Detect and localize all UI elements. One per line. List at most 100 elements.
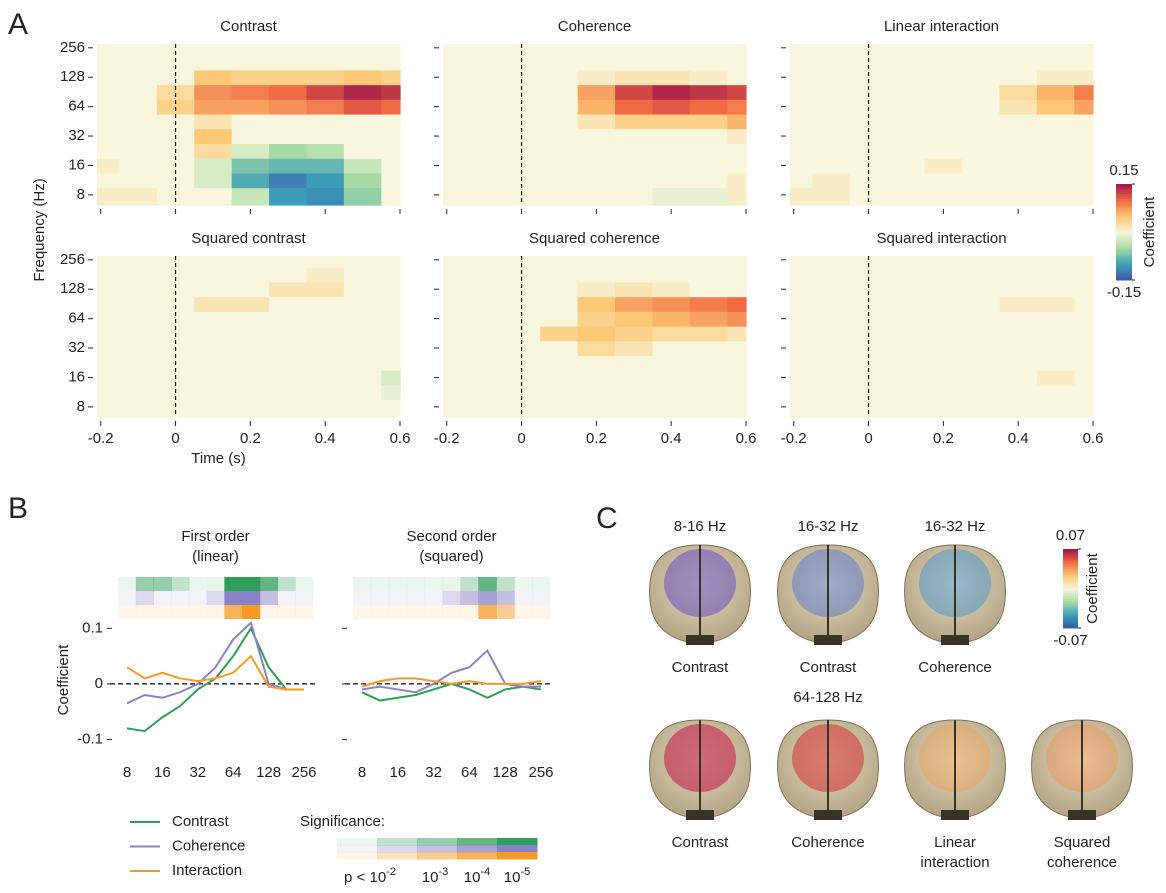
heatmap-cell bbox=[577, 158, 616, 174]
heatmap-cell bbox=[790, 399, 814, 418]
heatmap-cell bbox=[381, 143, 401, 159]
heatmap-cell bbox=[999, 325, 1038, 342]
heatmap-cell bbox=[999, 143, 1038, 159]
heatmap-cell bbox=[727, 44, 747, 56]
heatmap-cell bbox=[465, 69, 504, 86]
heatmap-cell bbox=[790, 84, 814, 100]
colorbar-slice bbox=[1063, 622, 1078, 625]
heatmap-cell bbox=[540, 340, 579, 357]
panel-title: (squared) bbox=[419, 548, 483, 565]
brain-caption: Coherence bbox=[918, 659, 991, 676]
significance-cell bbox=[188, 605, 208, 619]
y-tick-label: 32 bbox=[68, 127, 85, 144]
heatmap-cell bbox=[577, 172, 616, 189]
heatmap-cell bbox=[540, 44, 579, 56]
heatmap-cell bbox=[119, 158, 158, 174]
heatmap-cell bbox=[999, 44, 1038, 56]
colorbar-slice bbox=[1116, 272, 1132, 276]
colorbar-slice bbox=[1063, 610, 1078, 613]
heatmap-cell bbox=[443, 296, 467, 312]
heatmap-cell bbox=[97, 325, 121, 342]
significance-cell bbox=[460, 605, 479, 619]
legend-title: Significance: bbox=[300, 813, 385, 830]
heatmap-cell bbox=[1036, 340, 1075, 357]
heatmap-cell bbox=[924, 99, 963, 115]
significance-cell bbox=[370, 591, 390, 605]
panel-title: Linear interaction bbox=[884, 18, 999, 35]
brain-image bbox=[777, 544, 879, 645]
brain-stem bbox=[941, 810, 969, 820]
heatmap-cell bbox=[194, 172, 233, 189]
heatmap-cell bbox=[343, 370, 382, 386]
heatmap-cell bbox=[812, 44, 851, 56]
legend-label: Contrast bbox=[172, 813, 230, 830]
significance-cell bbox=[514, 605, 533, 619]
y-tick-label: 64 bbox=[68, 98, 85, 115]
x-tick-label: 8 bbox=[123, 764, 131, 781]
heatmap-cell bbox=[689, 281, 728, 298]
colorbar-slice bbox=[1063, 604, 1078, 607]
heatmap-cell bbox=[269, 399, 308, 418]
heatmap-cell bbox=[540, 311, 579, 327]
y-tick-label: 128 bbox=[60, 68, 85, 85]
heatmap-cell bbox=[306, 340, 345, 357]
heatmap-cell bbox=[812, 128, 851, 145]
heatmap-cell bbox=[231, 311, 270, 327]
heatmap-cell bbox=[306, 311, 345, 327]
heatmap-cell bbox=[119, 128, 158, 145]
heatmap-cell bbox=[790, 128, 814, 145]
y-tick-label: 256 bbox=[60, 39, 85, 56]
heatmap-cell bbox=[381, 256, 401, 268]
heatmap-cell bbox=[306, 267, 345, 283]
heatmap-cell bbox=[119, 69, 158, 86]
heatmap-cell bbox=[443, 84, 467, 100]
colorbar-slice bbox=[1116, 263, 1132, 267]
heatmap-cell bbox=[269, 172, 308, 189]
colorbar-slice bbox=[1063, 584, 1078, 588]
heatmap-cell bbox=[924, 256, 963, 268]
heatmap-cell bbox=[999, 84, 1038, 100]
x-tick-label: 256 bbox=[528, 764, 553, 781]
heatmap-cell bbox=[689, 355, 728, 371]
legend-cell bbox=[377, 852, 418, 860]
x-tick-label: 0.6 bbox=[1083, 430, 1104, 447]
heatmap-cell bbox=[689, 187, 728, 206]
heatmap-cell bbox=[381, 370, 401, 386]
heatmap-cell bbox=[443, 384, 467, 401]
brain-caption: coherence bbox=[1047, 854, 1117, 871]
heatmap-cell bbox=[97, 44, 121, 56]
heatmap-cell bbox=[849, 399, 888, 418]
legend-cell bbox=[457, 845, 498, 853]
heatmap-cell bbox=[343, 128, 382, 145]
heatmap-cell bbox=[887, 325, 926, 342]
heatmap-cell bbox=[849, 84, 888, 100]
heatmap-cell bbox=[306, 55, 345, 71]
significance-cell bbox=[277, 605, 296, 619]
significance-cell bbox=[206, 577, 225, 591]
heatmap-cell bbox=[727, 340, 747, 357]
legend-cell bbox=[497, 852, 538, 860]
significance-cell bbox=[135, 591, 155, 605]
heatmap-cell bbox=[727, 69, 747, 86]
significance-cell bbox=[406, 577, 426, 591]
heatmap-cell bbox=[156, 296, 195, 312]
heatmap-cell bbox=[652, 143, 691, 159]
heatmap-cell bbox=[887, 311, 926, 327]
heatmap-cell bbox=[812, 267, 851, 283]
heatmap-cell bbox=[962, 384, 1001, 401]
heatmap-cell bbox=[97, 296, 121, 312]
heatmap-cell bbox=[381, 113, 401, 130]
legend-cell bbox=[417, 838, 458, 846]
heatmap-cell bbox=[812, 370, 851, 386]
brain-caption: Squared bbox=[1054, 834, 1111, 851]
heatmap-cell bbox=[689, 399, 728, 418]
heatmap-cell bbox=[652, 99, 691, 115]
colorbar-slice bbox=[1063, 618, 1078, 621]
significance-cell bbox=[353, 591, 372, 605]
y-tick-label: 8 bbox=[77, 186, 85, 203]
heatmap-cell bbox=[577, 311, 616, 327]
significance-cell bbox=[277, 577, 296, 591]
heatmap-cell bbox=[790, 267, 814, 283]
heatmap-cell bbox=[790, 281, 814, 298]
